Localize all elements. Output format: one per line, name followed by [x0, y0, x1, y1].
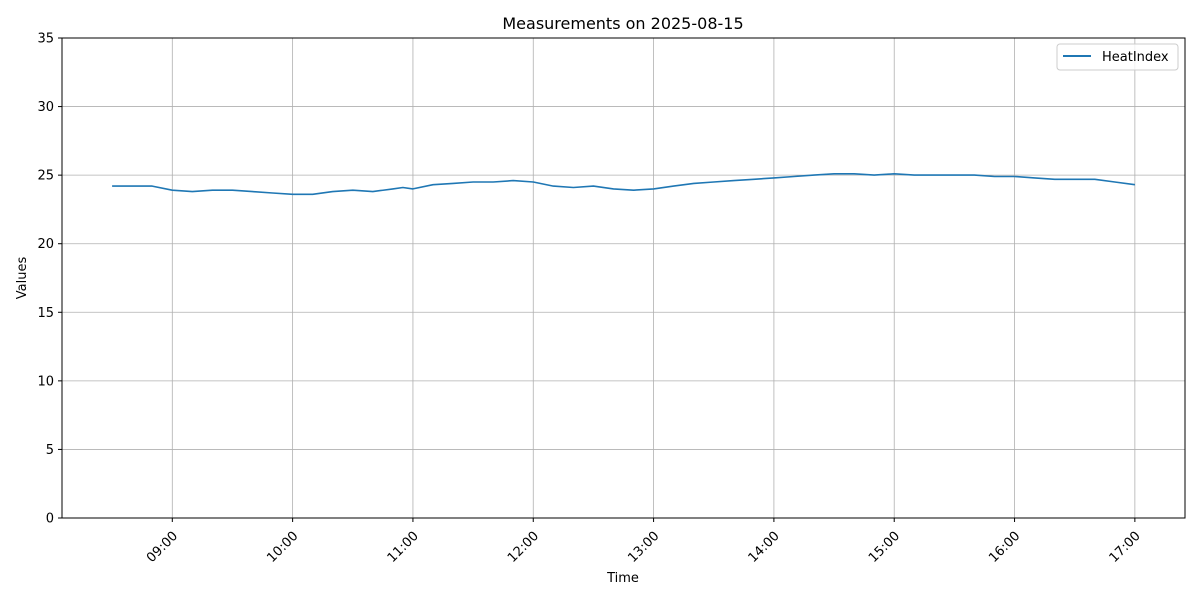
y-axis-label: Values — [15, 257, 30, 300]
y-tick-label: 35 — [37, 32, 54, 47]
chart-title: Measurements on 2025-08-15 — [502, 14, 743, 33]
y-tick-label: 25 — [37, 169, 54, 184]
grid — [62, 37, 1185, 519]
series-line-heatindex — [112, 173, 1136, 196]
y-tick-label: 15 — [37, 306, 54, 321]
y-tick-label: 0 — [46, 512, 54, 527]
y-axis: 0 5 10 15 20 25 30 35 — [37, 32, 62, 527]
x-axis-label: Time — [606, 571, 639, 586]
series-layer — [112, 173, 1136, 196]
legend-label-heatindex: HeatIndex — [1102, 50, 1169, 65]
y-tick-label: 10 — [37, 374, 54, 389]
legend: HeatIndex — [1056, 43, 1179, 71]
plot-frame — [61, 37, 1186, 519]
y-tick-label: 30 — [37, 100, 54, 115]
legend-box — [1056, 43, 1179, 71]
y-tick-label: 5 — [46, 443, 54, 458]
y-tick-label: 20 — [37, 237, 54, 252]
